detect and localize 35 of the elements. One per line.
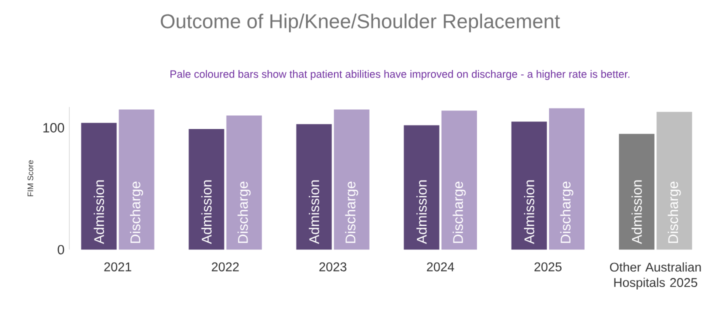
text: Admission <box>416 180 427 244</box>
text: Discharge <box>560 182 574 243</box>
text: Discharge <box>238 182 251 243</box>
y-axis-title: FIM Score <box>28 160 34 196</box>
x-tick-label: 2023 <box>319 262 346 272</box>
bar <box>188 128 224 250</box>
bar <box>296 124 332 250</box>
bar <box>441 110 477 250</box>
bar <box>549 108 585 250</box>
text: Admission <box>201 180 212 244</box>
series-label: Admission <box>94 180 104 244</box>
bar <box>81 122 117 250</box>
series-label: Discharge <box>130 182 144 243</box>
bar <box>511 122 547 250</box>
text: Pale coloured bars show that patient abilities have improved on discharge - a higher rate is better. <box>170 70 630 80</box>
text: Discharge <box>452 182 466 243</box>
text: Discharge <box>345 182 358 243</box>
bar <box>226 116 262 250</box>
y-tick-label: 0 <box>58 244 64 254</box>
x-tick-label: 2025 <box>534 262 562 272</box>
text: Admission <box>632 180 642 244</box>
bar <box>118 109 154 250</box>
text: Admission <box>308 180 320 244</box>
bar <box>404 125 440 250</box>
x-tick-label: 2021 <box>104 262 132 272</box>
text: Admission <box>524 180 534 244</box>
bar <box>334 109 370 250</box>
x-tick-label: Other Australian Hospitals 2025 <box>610 262 701 290</box>
bar <box>618 134 654 250</box>
bar <box>656 112 692 250</box>
text: Discharge <box>668 182 681 243</box>
chart-title: Outcome of Hip/Knee/Shoulder Replacement <box>160 14 560 32</box>
x-tick-label: 2024 <box>426 262 454 272</box>
x-tick-label: 2022 <box>212 262 239 272</box>
y-tick-label: 100 <box>43 123 64 132</box>
